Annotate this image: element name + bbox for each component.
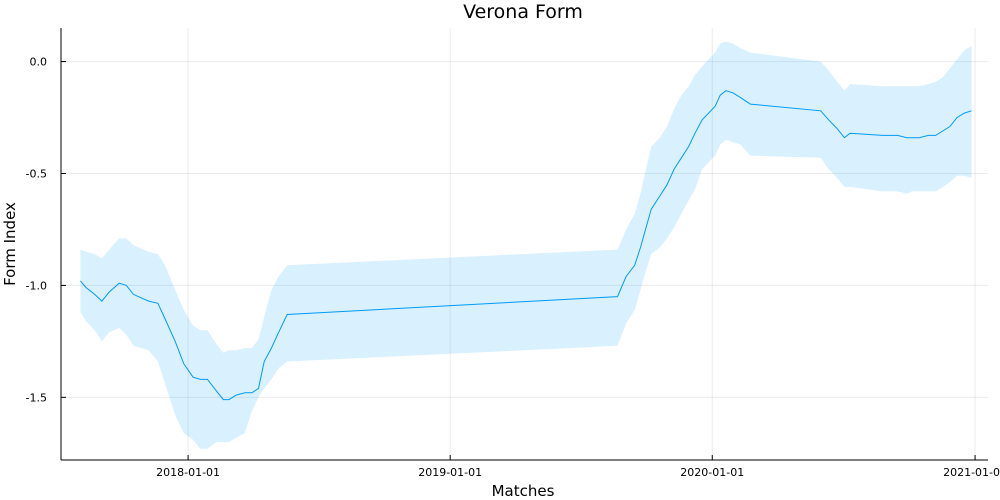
- y-axis-label: Form Index: [1, 202, 19, 286]
- grid: [61, 28, 988, 460]
- y-tick-label: -0.5: [26, 167, 47, 180]
- x-axis-label: Matches: [492, 482, 555, 500]
- y-tick-label: -1.5: [26, 391, 47, 404]
- x-tick-label: 2019-01-01: [418, 466, 482, 479]
- y-tick-label: -1.0: [26, 279, 47, 292]
- y-axis-ticks: 0.0 -0.5 -1.0 -1.5: [26, 56, 66, 404]
- x-tick-label: 2021-01-01: [943, 466, 1000, 479]
- x-tick-label: 2020-01-01: [680, 466, 744, 479]
- confidence-band: [80, 41, 972, 449]
- y-tick-label: 0.0: [30, 56, 48, 69]
- series-line: [80, 90, 972, 401]
- x-tick-label: 2018-01-01: [156, 466, 220, 479]
- chart-title: Verona Form: [463, 1, 583, 23]
- axes: [60, 28, 988, 461]
- x-axis-ticks: 2018-01-01 2019-01-01 2020-01-01 2021-01-01: [156, 455, 1000, 479]
